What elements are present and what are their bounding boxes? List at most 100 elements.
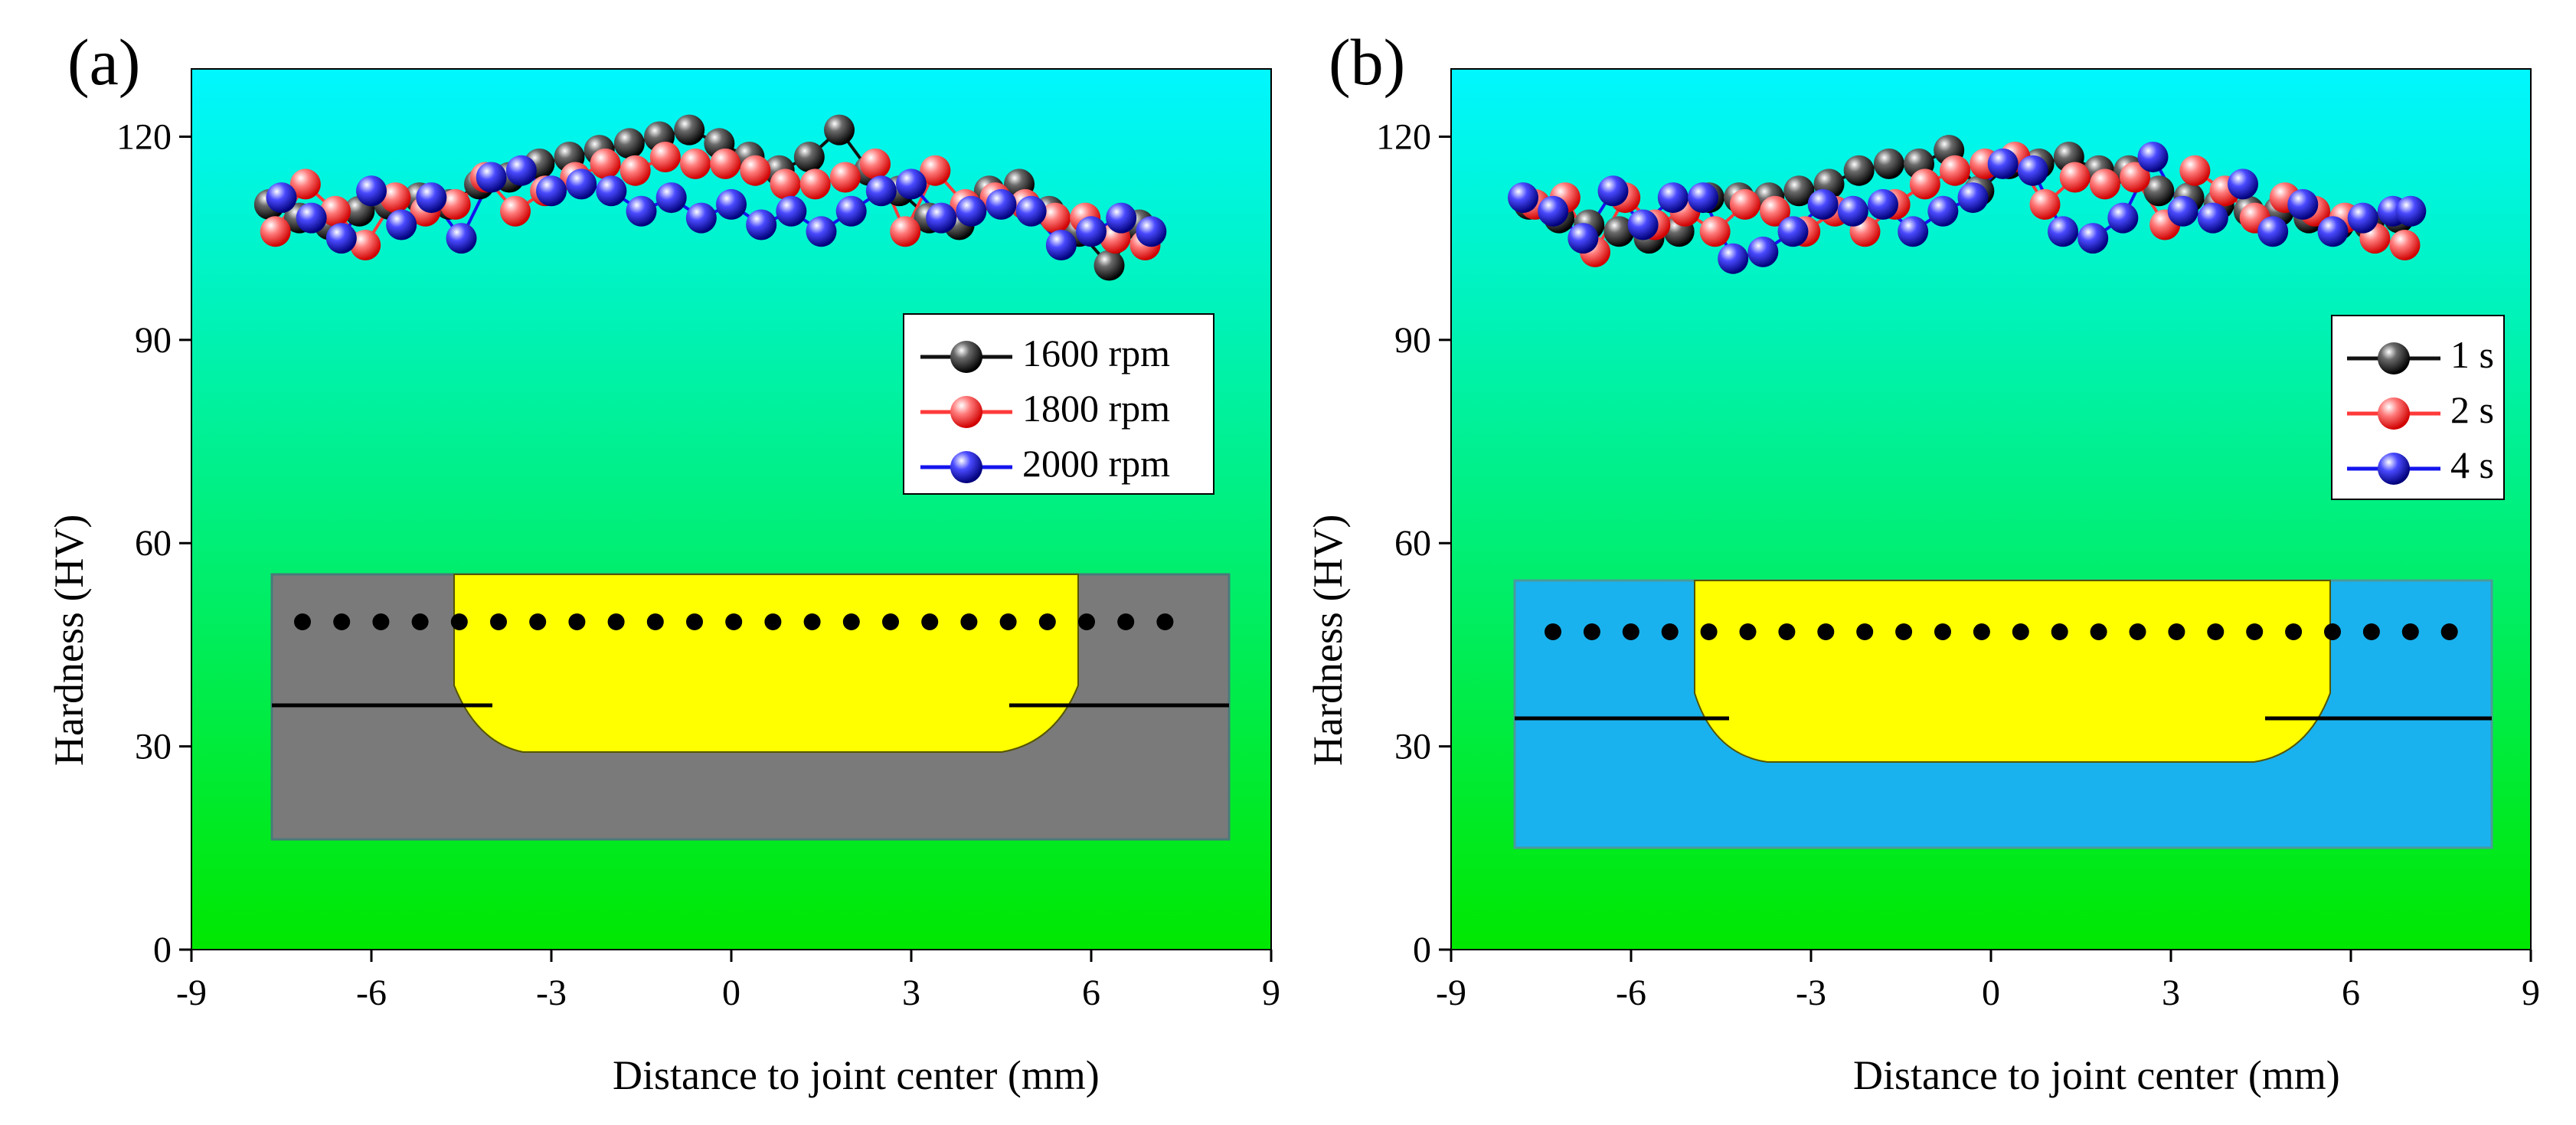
legend-label-4-s: 4 s — [2450, 443, 2494, 486]
indent-dot — [842, 613, 860, 630]
x-tick-label: -6 — [356, 973, 387, 1013]
data-point — [1106, 202, 1137, 234]
indent-dot — [1078, 613, 1095, 630]
data-point — [896, 168, 927, 200]
data-point — [2029, 188, 2061, 220]
x-tick-label: -9 — [1436, 973, 1466, 1013]
data-point — [674, 114, 705, 146]
data-point — [1015, 195, 1047, 227]
indent-dot — [568, 613, 586, 630]
indent-dot — [1739, 623, 1757, 640]
legend-a: 1600 rpm 1800 rpm 2000 rpm — [903, 313, 1214, 495]
data-point — [2048, 216, 2078, 247]
indent-dot — [1622, 623, 1639, 640]
data-point — [1538, 195, 1569, 227]
indent-dot — [764, 613, 782, 630]
indent-dot — [490, 613, 507, 630]
data-point — [2317, 216, 2349, 247]
data-point — [1603, 216, 1635, 247]
data-point — [1597, 175, 1629, 207]
data-point — [266, 182, 297, 214]
legend-b: 1 s 2 s 4 s — [2331, 315, 2505, 500]
data-point — [536, 175, 567, 207]
data-point — [740, 155, 771, 186]
data-point — [1093, 250, 1125, 281]
data-point — [799, 168, 831, 200]
legend-marker — [2378, 342, 2410, 374]
data-point — [596, 175, 627, 207]
data-point — [1040, 202, 1071, 234]
x-tick-label: -3 — [536, 973, 567, 1013]
data-point — [476, 162, 507, 193]
indent-dot — [882, 613, 899, 630]
legend-marker — [950, 396, 982, 428]
data-point — [590, 148, 621, 179]
data-point — [1898, 216, 1929, 247]
data-series-a — [253, 114, 1167, 281]
y-tick-label: 120 — [116, 116, 172, 157]
data-point — [1927, 195, 1959, 227]
x-tick-label: 3 — [2162, 973, 2180, 1013]
data-point — [685, 202, 717, 234]
data-point — [806, 216, 837, 247]
indent-dot — [2051, 623, 2068, 640]
x-tick-label: 6 — [1082, 973, 1100, 1013]
indent-dot — [1856, 623, 1874, 640]
indent-dot — [294, 613, 311, 630]
data-point — [835, 195, 867, 227]
y-tick-label: 90 — [135, 320, 172, 361]
data-point — [1136, 216, 1167, 247]
data-point — [1837, 195, 1868, 227]
indent-dot — [1934, 623, 1951, 640]
x-tick-label: 0 — [1982, 973, 2000, 1013]
x-tick-label: -9 — [176, 973, 207, 1013]
weld-cross-section-b — [1513, 579, 2493, 849]
data-point — [289, 168, 321, 200]
x-tick-label: -3 — [1796, 973, 1826, 1013]
indent-dot — [921, 613, 939, 630]
x-tick-label: 6 — [2342, 973, 2360, 1013]
y-tick-label: 0 — [1413, 930, 1431, 970]
y-tick-label: 0 — [153, 930, 172, 970]
y-axis-title-a: Hardness (HV) — [46, 515, 92, 766]
y-tick-label: 60 — [1394, 523, 1431, 564]
indent-dot — [2440, 623, 2458, 640]
data-point — [500, 195, 531, 227]
data-point — [1076, 216, 1107, 247]
indent-dot — [2362, 623, 2380, 640]
data-point — [1508, 182, 1538, 214]
legend-label-2-s: 2 s — [2450, 388, 2494, 431]
data-point — [1699, 216, 1731, 247]
data-point — [2228, 168, 2258, 200]
data-point — [356, 175, 387, 207]
y-tick-label: 90 — [1394, 320, 1431, 361]
indent-dot — [2129, 623, 2146, 640]
data-point — [1783, 175, 1815, 207]
data-point — [320, 195, 351, 227]
data-point — [860, 148, 891, 179]
data-point — [2120, 162, 2150, 193]
data-point — [2089, 168, 2120, 200]
data-point — [2395, 195, 2427, 227]
data-point — [440, 188, 471, 220]
legend-marker — [950, 341, 982, 373]
data-point — [2197, 202, 2228, 234]
data-point — [2143, 175, 2175, 207]
x-tick-label: 3 — [902, 973, 920, 1013]
data-point — [2017, 155, 2048, 186]
data-point — [566, 168, 597, 200]
indent-dot — [2207, 623, 2225, 640]
indent-dot — [333, 613, 351, 630]
data-point — [613, 128, 645, 159]
data-point — [325, 223, 357, 254]
indent-dot — [372, 613, 390, 630]
indent-dot — [999, 613, 1017, 630]
x-axis-title-a: Distance to joint center (mm) — [613, 1052, 1100, 1098]
data-point — [1760, 195, 1790, 227]
data-point — [416, 182, 447, 214]
data-point — [386, 209, 417, 240]
x-tick-label: -6 — [1616, 973, 1646, 1013]
